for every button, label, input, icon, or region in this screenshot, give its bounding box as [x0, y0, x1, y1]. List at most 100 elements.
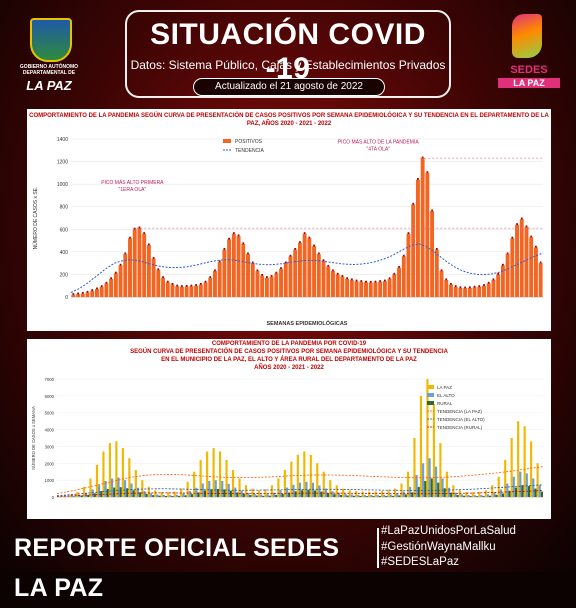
bar-la-paz	[368, 492, 370, 497]
footer-divider	[377, 528, 379, 568]
bar-rural	[457, 495, 459, 497]
bar-marker	[417, 178, 419, 180]
bar-marker	[77, 293, 79, 295]
bar-rural	[392, 496, 394, 497]
bar-marker	[120, 264, 122, 266]
bar-positivos	[189, 286, 193, 297]
bar-marker	[261, 274, 263, 276]
bar-positivos	[274, 273, 278, 297]
org-name: LA PAZ	[16, 78, 82, 93]
bar-marker	[110, 277, 112, 279]
bar-positivos	[355, 281, 359, 297]
bar-la-paz	[310, 455, 312, 497]
bar-marker	[87, 291, 89, 293]
bar-positivos	[204, 282, 208, 297]
bar-el-alto	[98, 485, 100, 497]
bar-marker	[507, 253, 509, 255]
bar-marker	[157, 268, 159, 270]
bar-el-alto	[92, 489, 94, 497]
bar-el-alto	[254, 494, 256, 497]
header: GOBIERNO AUTÓNOMO DEPARTAMENTAL DE LA PA…	[0, 0, 576, 100]
bar-rural	[184, 495, 186, 497]
bar-el-alto	[163, 495, 165, 497]
bar-la-paz	[485, 490, 487, 497]
bar-marker	[464, 287, 466, 289]
bar-marker	[96, 288, 98, 290]
bar-la-paz	[381, 491, 383, 497]
bar-positivos	[185, 287, 189, 297]
bar-rural	[314, 490, 316, 497]
bar-el-alto	[357, 495, 359, 497]
bar-el-alto	[130, 484, 132, 497]
bar-marker	[469, 286, 471, 288]
bar-positivos	[255, 271, 259, 297]
bar-positivos	[237, 236, 241, 297]
bar-positivos	[525, 227, 529, 297]
bar-marker	[224, 248, 226, 250]
bar-positivos	[279, 269, 283, 297]
bar-rural	[502, 493, 504, 497]
bar-positivos	[463, 288, 467, 297]
page-title: SITUACIÓN COVID -19	[127, 18, 449, 86]
y-tick-label: 200	[60, 272, 69, 278]
bar-positivos	[171, 285, 175, 297]
bar-positivos	[232, 234, 236, 297]
bar-la-paz	[452, 485, 454, 497]
bar-marker	[332, 269, 334, 271]
y-axis-label: NÚMERO DE CASOS x SEMANA	[31, 406, 36, 470]
bar-positivos	[407, 234, 411, 297]
bar-el-alto	[260, 494, 262, 497]
y-tick-label: 4000	[45, 428, 55, 433]
bar-marker	[106, 282, 108, 284]
bar-rural	[366, 496, 368, 497]
bar-positivos	[340, 277, 344, 297]
bar-el-alto	[364, 495, 366, 497]
bar-la-paz	[407, 472, 409, 497]
bar-positivos	[364, 282, 368, 297]
bar-marker	[238, 234, 240, 236]
bar-positivos	[265, 278, 269, 297]
bar-positivos	[303, 234, 307, 297]
hashtag-3: #SEDESLaPaz	[381, 555, 571, 571]
bar-marker	[124, 253, 126, 255]
bar-rural	[431, 478, 433, 497]
bar-positivos	[251, 263, 255, 297]
bar-el-alto	[506, 484, 508, 497]
bar-marker	[455, 285, 457, 287]
bar-positivos	[430, 211, 434, 297]
bar-marker	[313, 245, 315, 247]
bar-positivos	[284, 263, 288, 297]
bar-el-alto	[267, 494, 269, 497]
y-tick-label: 600	[60, 227, 69, 233]
bar-el-alto	[422, 463, 424, 497]
bar-el-alto	[383, 495, 385, 497]
bar-la-paz	[517, 421, 519, 497]
bar-la-paz	[465, 492, 467, 497]
bar-la-paz	[76, 492, 78, 497]
bar-el-alto	[202, 484, 204, 497]
bar-positivos	[86, 292, 90, 297]
legend-swatch-el-alto	[427, 393, 434, 397]
bar-el-alto	[467, 495, 469, 497]
bar-marker	[478, 285, 480, 287]
bar-marker	[356, 280, 358, 282]
bar-positivos	[218, 262, 222, 297]
bar-positivos	[147, 245, 151, 297]
bar-marker	[290, 255, 292, 257]
bar-el-alto	[150, 493, 152, 497]
bar-la-paz	[277, 478, 279, 497]
bar-marker	[502, 264, 504, 266]
bar-marker	[228, 238, 230, 240]
chart-panel-department: COMPORTAMIENTO DE LA PANDEMIA SEGÚN CURV…	[27, 109, 551, 331]
y-tick-label: 5000	[45, 411, 55, 416]
bar-positivos	[402, 256, 406, 297]
bar-rural	[165, 496, 167, 497]
bar-el-alto	[312, 483, 314, 497]
bar-la-paz	[355, 491, 357, 497]
bar-el-alto	[480, 495, 482, 497]
bar-rural	[483, 496, 485, 497]
bar-la-paz	[420, 396, 422, 497]
bar-el-alto	[396, 494, 398, 497]
bar-positivos	[411, 204, 415, 297]
bar-positivos	[71, 295, 75, 297]
